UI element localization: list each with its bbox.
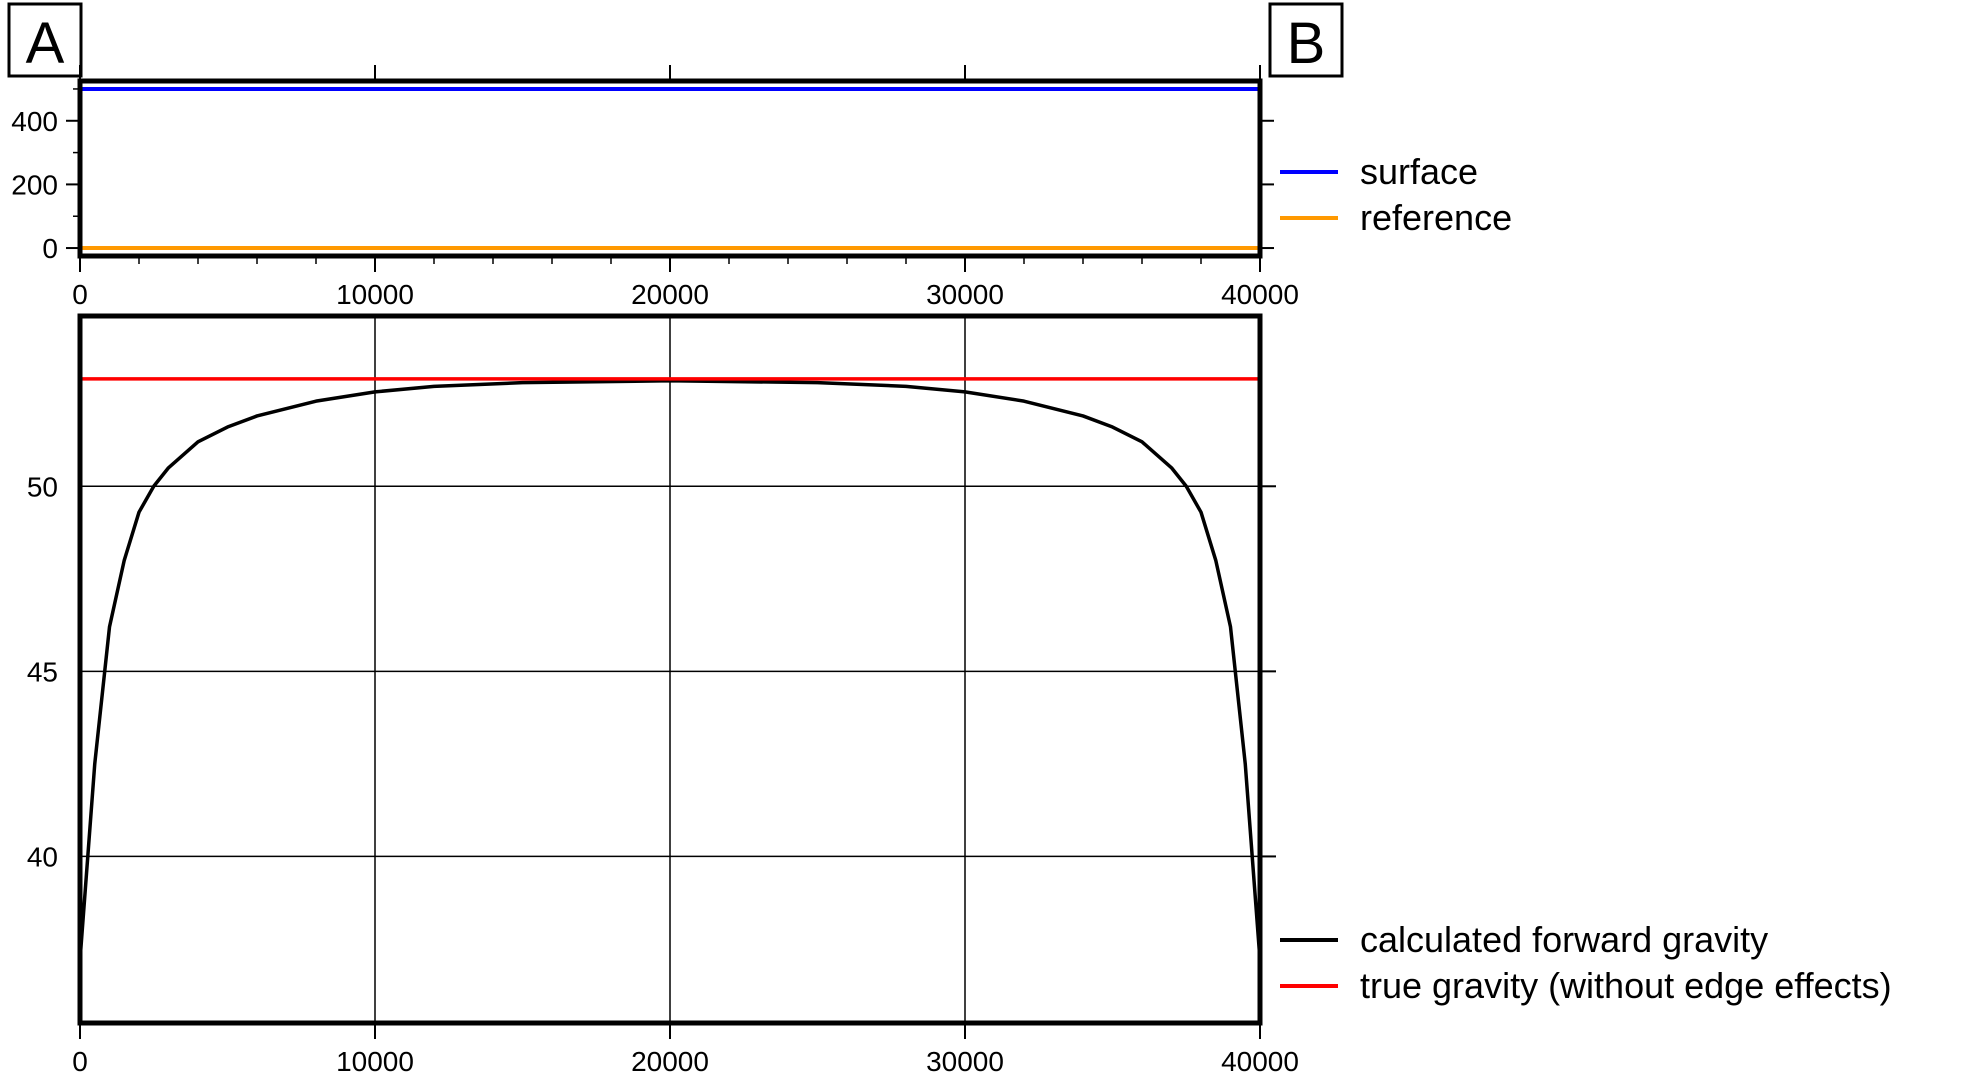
gravity-x-tick-label: 20000 xyxy=(631,1046,709,1077)
gravity-legend: calculated forward gravity true gravity (… xyxy=(1280,919,1892,1006)
gravity-y-tick-label: 50 xyxy=(27,471,58,502)
topography-legend: surface reference xyxy=(1280,151,1512,238)
profile-start-box xyxy=(7,2,83,78)
topography-x-tick-label: 40000 xyxy=(1221,279,1299,310)
profile-end-marker: B xyxy=(1268,2,1344,78)
gravity-x-tick-label: 40000 xyxy=(1221,1046,1299,1077)
gravity-series xyxy=(78,377,1262,961)
gravity-panel: 0 10000 20000 30000 40000 40 45 50 xyxy=(27,313,1299,1077)
topography-panel: 0 200 400 0 10000 20000 30000 40000 xyxy=(11,65,1299,310)
gravity-tick-labels: 0 10000 20000 30000 40000 40 45 50 xyxy=(27,471,1299,1077)
topography-x-tick-label: 10000 xyxy=(336,279,414,310)
topography-series xyxy=(80,86,1260,251)
profile-start-label: A xyxy=(26,11,65,76)
gravity-y-tick-label: 40 xyxy=(27,841,58,872)
gravity-frame xyxy=(77,313,1263,1026)
gravity-y-tick-label: 45 xyxy=(27,656,58,687)
topography-x-tick-label: 30000 xyxy=(926,279,1004,310)
gravity-x-tick-label: 10000 xyxy=(336,1046,414,1077)
profile-end-box xyxy=(1268,2,1344,78)
profile-end-label: B xyxy=(1287,11,1326,76)
topography-y-tick-label: 200 xyxy=(11,169,58,200)
calculated-gravity-line xyxy=(78,379,1262,961)
topography-tick-labels: 0 200 400 0 10000 20000 30000 40000 xyxy=(11,106,1299,310)
topography-y-tick-label: 400 xyxy=(11,106,58,137)
profile-start-marker: A xyxy=(7,2,83,78)
legend-label-reference: reference xyxy=(1360,197,1512,238)
topography-y-tick-label: 0 xyxy=(42,233,58,264)
gravity-x-tick-label: 30000 xyxy=(926,1046,1004,1077)
gravity-grid xyxy=(79,316,1276,1039)
topography-plot-area xyxy=(80,81,1260,256)
legend-label-gravity-1: true gravity (without edge effects) xyxy=(1360,965,1892,1006)
topography-x-tick-label: 20000 xyxy=(631,279,709,310)
legend-label-surface: surface xyxy=(1360,151,1478,192)
topography-x-tick-label: 0 xyxy=(72,279,88,310)
gravity-x-tick-label: 0 xyxy=(72,1046,88,1077)
legend-label-gravity-0: calculated forward gravity xyxy=(1360,919,1768,960)
topography-frame xyxy=(77,78,1263,259)
